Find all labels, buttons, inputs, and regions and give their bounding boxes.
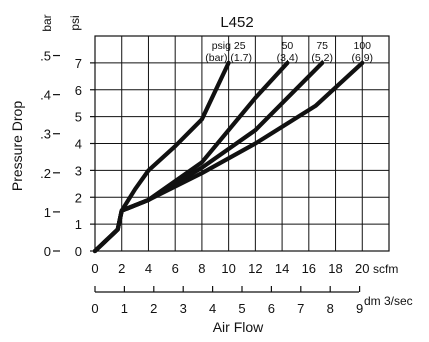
x-primary-tick-label: 20 xyxy=(355,261,369,276)
y-secondary-unit: bar xyxy=(40,14,54,31)
y-primary-tick-label: 5 xyxy=(75,110,82,125)
x-primary-tick-label: 18 xyxy=(328,261,342,276)
x-secondary-tick-label: 1 xyxy=(121,301,128,316)
y-primary-unit: psi xyxy=(68,15,82,30)
series-line-1 xyxy=(92,60,290,254)
series-label: psig 25 xyxy=(212,40,246,52)
y-primary-tick-label: 1 xyxy=(75,217,82,232)
y-secondary-tick-label: .3 xyxy=(40,127,51,142)
series-label: 50 xyxy=(282,40,294,52)
x-primary-tick-label: 16 xyxy=(302,261,316,276)
x-secondary-tick-label: 7 xyxy=(297,301,304,316)
series-sublabel: (3.4) xyxy=(277,52,299,64)
x-secondary-tick-label: 3 xyxy=(180,301,187,316)
series-label: 100 xyxy=(354,40,372,52)
y-primary-tick-label: 6 xyxy=(75,83,82,98)
x-secondary-unit: dm 3/sec xyxy=(364,294,413,308)
x-secondary-tick-label: 2 xyxy=(150,301,157,316)
y-primary-tick-label: 2 xyxy=(75,190,82,205)
x-primary-tick-label: 6 xyxy=(172,261,179,276)
y-primary-tick-label: 7 xyxy=(75,56,82,71)
y-secondary-tick-label: .2 xyxy=(40,166,51,181)
y-primary-tick-label: 0 xyxy=(75,244,82,259)
x-primary-tick-label: 2 xyxy=(118,261,125,276)
x-primary-tick-label: 12 xyxy=(248,261,262,276)
y-primary-tick-label: 3 xyxy=(75,163,82,178)
y-primary-tick-label: 4 xyxy=(75,137,82,152)
y-secondary-tick-label: 0 xyxy=(44,244,51,259)
series-sublabel: (bar) (1.7) xyxy=(205,52,252,64)
grid xyxy=(95,36,389,251)
y-secondary-tick-label: .5 xyxy=(40,49,51,64)
x-secondary-tick-label: 8 xyxy=(327,301,334,316)
x-primary-unit: scfm xyxy=(373,262,398,276)
x-secondary-tick-label: 4 xyxy=(209,301,216,316)
y-secondary-tick-label: .4 xyxy=(40,88,51,103)
y-secondary-tick-label: 1 xyxy=(44,205,51,220)
series-line-3 xyxy=(92,60,365,254)
series-sublabel: (6.9) xyxy=(351,52,373,64)
x-primary-tick-label: 4 xyxy=(145,261,152,276)
x-primary-tick-label: 8 xyxy=(198,261,205,276)
x-secondary-tick-label: 9 xyxy=(356,301,363,316)
series-group: psig 25(bar) (1.7) 50(3.4) 75(5.2) 100(6.9) xyxy=(92,40,373,254)
x-secondary-tick-label: 6 xyxy=(268,301,275,316)
chart-title: L452 xyxy=(220,14,253,31)
series-sublabel: (5.2) xyxy=(311,52,333,64)
x-secondary-tick-label: 0 xyxy=(91,301,98,316)
x-primary-tick-label: 14 xyxy=(275,261,289,276)
x-secondary-tick-label: 5 xyxy=(238,301,245,316)
y-axis-label: Pressure Drop xyxy=(9,101,25,191)
x-primary-tick-label: 0 xyxy=(91,261,98,276)
x-axis-label: Air Flow xyxy=(213,319,264,335)
series-label: 75 xyxy=(316,40,328,52)
x-primary-tick-label: 10 xyxy=(221,261,235,276)
